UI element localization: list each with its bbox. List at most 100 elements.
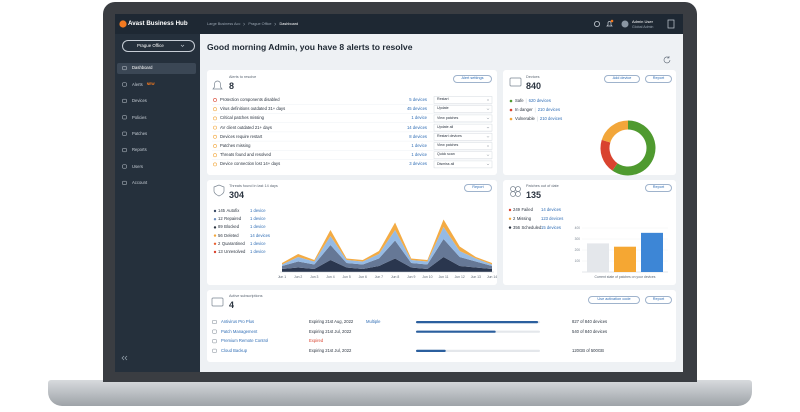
help-icon[interactable] (667, 19, 675, 29)
alert-count[interactable]: 1 device (411, 143, 427, 148)
alert-name: AV client outdated 21+ days (220, 124, 272, 130)
alert-action[interactable]: Update (437, 106, 449, 111)
nav-item[interactable]: Reports (132, 147, 147, 153)
action-select[interactable] (433, 114, 493, 123)
subscription-name[interactable]: Antivirus Pro Plus (221, 319, 255, 324)
breadcrumb[interactable]: Dashboard (279, 21, 299, 26)
alert-count[interactable]: 14 devices (406, 124, 427, 130)
card-count: 8 (229, 81, 235, 91)
action-select[interactable] (433, 105, 493, 113)
settings-icon[interactable] (594, 20, 601, 27)
x-tick-label: Jun 5 (342, 275, 351, 279)
nav-item[interactable]: Patches (132, 131, 148, 136)
alert-icon (213, 162, 217, 167)
action-select[interactable] (433, 160, 493, 169)
legend-name: Deleted (224, 232, 239, 238)
button-label[interactable]: Report (472, 185, 484, 189)
alert-count[interactable]: 45 devices (406, 106, 427, 112)
legend-devices[interactable]: 14 devices (541, 207, 562, 212)
alert-icon (213, 107, 217, 112)
legend-name: Missing (516, 215, 532, 221)
legend-value[interactable]: 620 devices (528, 98, 551, 103)
action-select[interactable] (433, 123, 493, 132)
alert-name: Devices require restart (220, 133, 263, 139)
legend-value[interactable]: 210 devices (537, 107, 561, 112)
alert-name: Virus definitions outdated 31+ days (220, 106, 286, 112)
subscription-name[interactable]: Cloud Backup (221, 347, 248, 353)
legend-count: 56 (218, 232, 223, 238)
usage-bar (416, 321, 539, 324)
breadcrumb[interactable]: Large Business Acc (207, 21, 241, 26)
breadcrumb[interactable]: Prague Office (248, 21, 272, 26)
legend-count: 13 (218, 249, 223, 254)
alert-action[interactable]: Update all (437, 124, 454, 129)
button[interactable] (604, 75, 640, 83)
alert-action[interactable]: View patches (437, 143, 459, 148)
x-tick-label: Jun 3 (310, 275, 319, 279)
card-title: Alerts to resolve (229, 75, 257, 79)
y-tick-label: 100 (574, 258, 580, 263)
button[interactable] (645, 184, 672, 192)
legend-devices[interactable]: 1 device (250, 249, 266, 254)
alert-action[interactable]: Restart (437, 97, 449, 102)
legend-name: Quarantined (221, 240, 245, 246)
nav-item[interactable]: Alerts (132, 81, 143, 87)
x-tick-label: Jun 13 (470, 275, 481, 279)
button-label[interactable]: Alert settings (461, 76, 484, 80)
site-name[interactable]: Prague Office (137, 43, 164, 48)
legend-devices[interactable]: 123 devices (541, 215, 564, 221)
nav-item[interactable]: Dashboard (132, 65, 153, 71)
button[interactable] (453, 75, 492, 83)
alert-action[interactable]: Quick scan (437, 152, 455, 157)
action-select[interactable] (433, 133, 493, 141)
legend-devices[interactable]: 1 device (250, 216, 266, 222)
button-label[interactable]: Use activation code (597, 297, 631, 301)
button-label[interactable]: Report (652, 76, 665, 80)
legend-devices[interactable]: 15 devices (541, 224, 562, 230)
avatar[interactable] (621, 20, 629, 28)
alert-action[interactable]: View patches (437, 115, 459, 120)
site-select[interactable] (122, 40, 195, 52)
subscription-name[interactable]: Premium Remote Control (221, 338, 269, 344)
subscription-usage: 540 of 840 devices (572, 328, 608, 334)
legend-devices[interactable]: 1 device (250, 208, 266, 213)
alert-count[interactable]: 1 device (411, 152, 427, 158)
alert-count[interactable]: 3 devices (409, 161, 427, 167)
nav-item[interactable]: Devices (132, 98, 147, 104)
notification-icon[interactable] (606, 21, 613, 27)
y-tick-label: 400 (574, 225, 580, 230)
action-select[interactable] (433, 142, 493, 150)
button[interactable] (588, 296, 640, 304)
legend-value[interactable]: 210 devices (539, 116, 563, 121)
button[interactable] (645, 296, 672, 304)
alert-count[interactable]: 8 devices (409, 133, 427, 139)
button[interactable] (645, 75, 672, 83)
action-select[interactable] (433, 151, 493, 159)
alert-count[interactable]: 1 device (411, 115, 427, 121)
button[interactable] (464, 184, 492, 192)
alert-count[interactable]: 5 devices (409, 97, 427, 102)
button-label[interactable]: Report (652, 297, 665, 301)
legend-devices[interactable]: 14 devices (250, 232, 271, 238)
button-label[interactable]: Report (652, 185, 665, 189)
collapse-icon[interactable] (121, 355, 128, 361)
legend-devices[interactable]: 1 device (250, 240, 266, 246)
select-caret (486, 136, 490, 138)
card-count: 840 (526, 81, 542, 91)
select-caret (486, 117, 490, 120)
subscription-extra[interactable]: Multiple (366, 319, 381, 324)
legend-devices[interactable]: 1 device (250, 224, 266, 230)
nav-item[interactable]: Policies (132, 114, 147, 120)
action-select[interactable] (433, 96, 493, 104)
alert-action[interactable]: Restart devices (437, 134, 462, 138)
subscription-name[interactable]: Patch Management (221, 328, 258, 334)
refresh-icon[interactable] (663, 56, 671, 64)
nav-item[interactable]: Account (132, 180, 148, 186)
nav-item[interactable]: Users (132, 163, 143, 169)
button-label[interactable]: Add device (612, 76, 632, 80)
alert-action[interactable]: Dismiss all (437, 161, 455, 166)
legend-name: Safe (515, 98, 524, 103)
x-tick-label: Jun 10 (422, 275, 433, 279)
bell-icon (212, 80, 223, 90)
legend-count: 2 (218, 240, 221, 246)
